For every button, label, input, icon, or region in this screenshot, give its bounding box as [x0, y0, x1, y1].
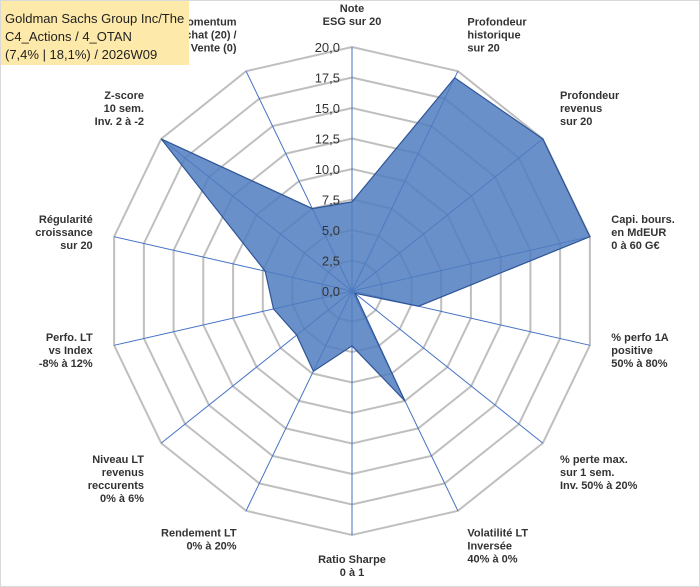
title-line-1: Goldman Sachs Group Inc/The — [5, 11, 185, 26]
axis-label-4-line-0: % perfo 1A — [611, 332, 669, 344]
series-area — [160, 76, 591, 402]
axis-label-10-line-0: Perfo. LT — [46, 332, 93, 344]
tick-label-4: 10,0 — [315, 162, 340, 177]
spoke-5 — [351, 290, 544, 444]
axis-label-3-line-1: en MdEUR — [611, 227, 666, 239]
tick-label-3: 7,5 — [322, 193, 340, 208]
axis-label-7-line-1: 0 à 1 — [340, 567, 364, 579]
tick-label-2: 5,0 — [322, 223, 340, 238]
series — [160, 76, 591, 402]
axis-label-1-line-2: sur 20 — [467, 42, 499, 54]
title-line-2: C4_Actions / 4_OTAN — [5, 29, 132, 44]
axis-label-9-line-0: Niveau LT — [92, 454, 144, 466]
tick-label-6: 15,0 — [315, 101, 340, 116]
axis-label-9-line-2: reccurents — [88, 480, 144, 492]
axis-label-11-line-1: croissance — [35, 227, 92, 239]
axis-label-1-line-1: historique — [467, 29, 520, 41]
axis-label-8-line-0: Rendement LT — [161, 528, 237, 540]
axis-label-6-line-2: 40% à 0% — [467, 554, 517, 566]
axis-label-3-line-0: Capi. bours. — [611, 214, 675, 226]
tick-label-1: 2,5 — [322, 254, 340, 269]
axis-label-5-line-1: sur 1 sem. — [560, 467, 614, 479]
axis-label-9-line-1: revenus — [102, 467, 144, 479]
title-box: Goldman Sachs Group Inc/The C4_Actions /… — [1, 1, 189, 65]
axis-label-3-line-2: 0 à 60 G€ — [611, 240, 659, 252]
title-line-3: (7,4% | 18,1%) / 2026W09 — [5, 47, 158, 62]
tick-label-0: 0,0 — [322, 284, 340, 299]
axis-label-6-line-1: Inversée — [467, 541, 512, 553]
axis-label-9-line-3: 0% à 6% — [100, 493, 144, 505]
tick-labels: 0,0 2,5 5,0 7,5 10,0 12,5 15,0 17,5 20,0 — [315, 40, 340, 299]
axis-label-2-line-1: revenus — [560, 103, 602, 115]
axis-label-7-line-0: Ratio Sharpe — [318, 554, 386, 566]
axis-label-12-line-1: 10 sem. — [104, 103, 144, 115]
axis-label-0-line-0: Note — [340, 3, 364, 15]
tick-label-7: 17,5 — [315, 71, 340, 86]
axis-label-10-line-2: -8% à 12% — [39, 358, 93, 370]
axis-label-11-line-0: Régularité — [39, 214, 93, 226]
axis-label-2-line-0: Profondeur — [560, 90, 620, 102]
axis-label-1-line-0: Profondeur — [467, 16, 527, 28]
axis-label-5-line-2: Inv. 50% à 20% — [560, 480, 638, 492]
axis-label-13-line-2: Vente (0) — [191, 42, 237, 54]
axis-label-6-line-0: Volatilité LT — [467, 528, 528, 540]
tick-label-5: 12,5 — [315, 132, 340, 147]
axis-label-4-line-2: 50% à 80% — [611, 358, 667, 370]
axis-label-4-line-1: positive — [611, 345, 653, 357]
axis-label-0-line-1: ESG sur 20 — [323, 16, 382, 28]
axis-label-13-line-1: Achat (20) / — [177, 29, 236, 41]
axis-label-2-line-2: sur 20 — [560, 116, 592, 128]
tick-label-8: 20,0 — [315, 40, 340, 55]
axis-label-11-line-2: sur 20 — [60, 240, 92, 252]
axis-label-12-line-2: Inv. 2 à -2 — [95, 116, 144, 128]
axis-label-12-line-0: Z-score — [104, 90, 144, 102]
axis-label-10-line-1: vs Index — [49, 345, 94, 357]
axis-label-5-line-0: % perte max. — [560, 454, 628, 466]
axis-label-13-line-0: Momentum — [178, 16, 237, 28]
axis-label-8-line-1: 0% à 20% — [186, 541, 236, 553]
